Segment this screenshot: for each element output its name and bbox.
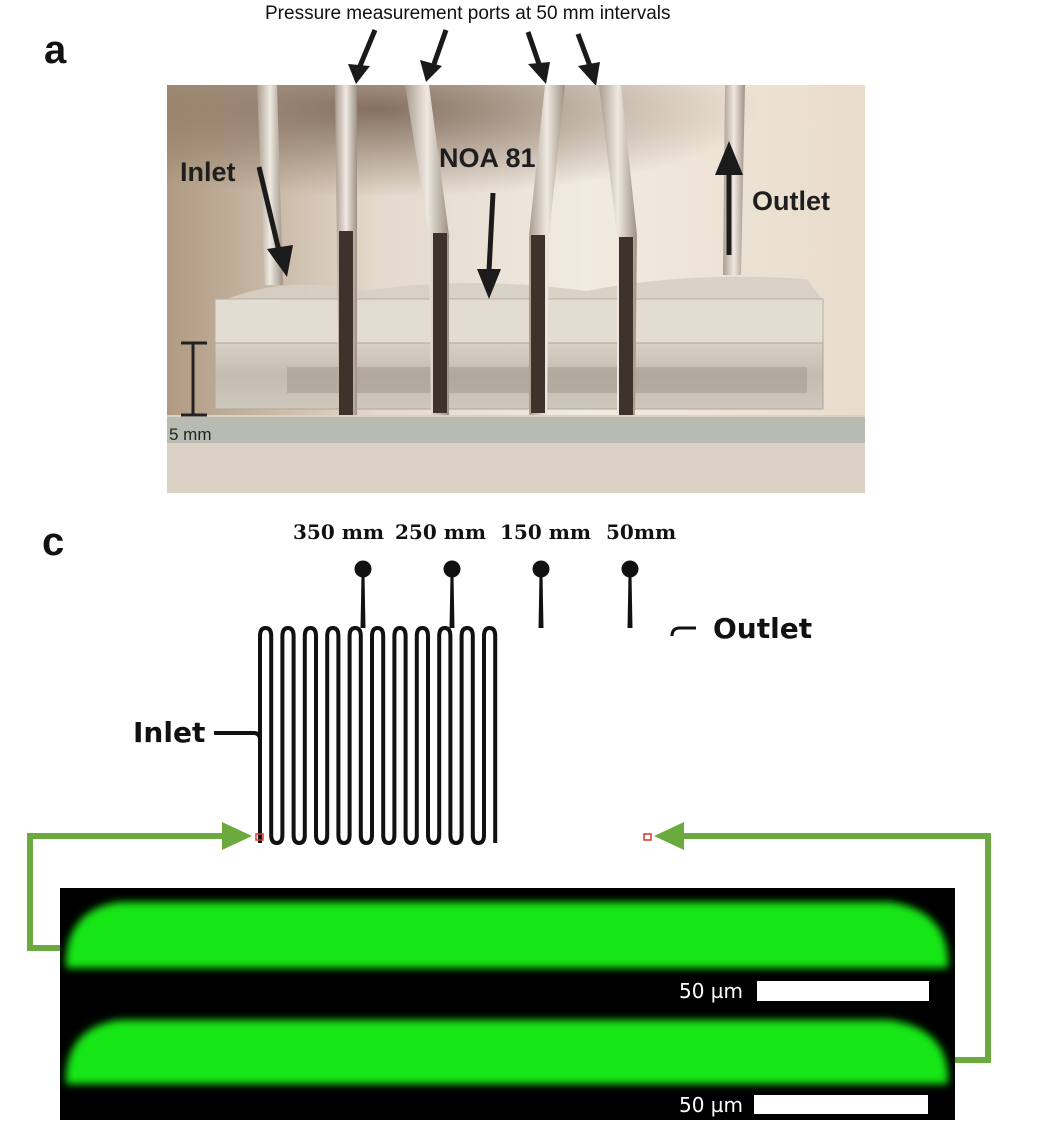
serpentine-channel-diagram bbox=[214, 560, 696, 846]
micro-scale-bar-2 bbox=[754, 1095, 928, 1114]
port-label-250mm: 250 mm bbox=[395, 520, 487, 544]
caption-arrows bbox=[348, 29, 600, 86]
pressure-port-4 bbox=[621, 560, 639, 628]
pressure-port-3 bbox=[532, 560, 550, 628]
port-label-50mm: 50mm bbox=[606, 520, 677, 544]
device-photograph bbox=[167, 85, 865, 493]
outlet-leader-line bbox=[670, 626, 696, 637]
pressure-port-1 bbox=[354, 560, 372, 628]
port-label-350mm: 350 mm bbox=[293, 520, 385, 544]
fluorescence-micrograph: 50 µm 50 µm bbox=[60, 888, 955, 1120]
micro-scale-bar-1 bbox=[757, 981, 929, 1001]
panel-a-letter: a bbox=[44, 28, 67, 72]
outlet-section-marker bbox=[643, 833, 652, 841]
inlet-section-marker bbox=[255, 833, 264, 841]
serpentine-channel bbox=[214, 625, 498, 846]
outlet-label-photo: Outlet bbox=[752, 186, 830, 216]
scale-bar-label: 5 mm bbox=[169, 425, 212, 444]
inlet-label-photo: Inlet bbox=[180, 157, 236, 187]
panel-c-letter: c bbox=[42, 520, 65, 564]
outlet-label-diagram: Outlet bbox=[713, 612, 813, 645]
micro-scale-label-1: 50 µm bbox=[679, 979, 744, 1003]
pressure-port-2 bbox=[443, 560, 461, 628]
micro-scale-label-2: 50 µm bbox=[679, 1093, 744, 1117]
pressure-ports-caption: Pressure measurement ports at 50 mm inte… bbox=[265, 3, 671, 24]
noa81-label: NOA 81 bbox=[439, 143, 536, 173]
port-label-150mm: 150 mm bbox=[500, 520, 592, 544]
channel-cross-section-1 bbox=[66, 902, 948, 968]
channel-cross-section-2 bbox=[66, 1020, 948, 1084]
inlet-label-diagram: Inlet bbox=[133, 716, 206, 749]
green-connectors bbox=[27, 822, 991, 1063]
